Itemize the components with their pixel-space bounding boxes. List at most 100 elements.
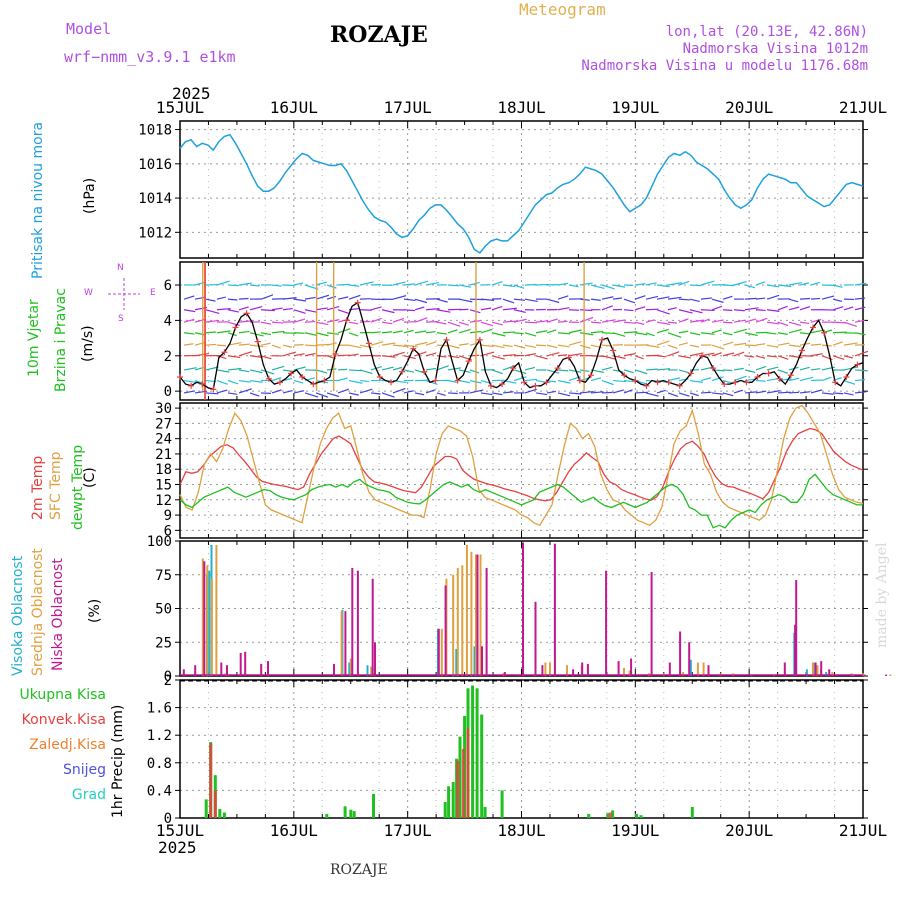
low-cloud-bar [617,661,620,676]
total-precip-bar [325,813,329,818]
wind-arrow [744,369,756,373]
wind-arrow [799,297,811,300]
wind-arrow [216,369,230,373]
low-cloud-bar [226,665,228,676]
wind-arrow [392,317,405,323]
low-cloud-bar [333,663,335,676]
wind-arrow [315,369,328,374]
wind-arrow [337,296,349,300]
low-cloud-bar [356,570,359,676]
wind-arrow [249,305,263,311]
wind-arrow [183,332,195,335]
wind-arrow [315,307,328,311]
mid-cloud-bar [452,574,455,677]
wind-arrow [799,391,810,394]
panel-2-grid [175,403,868,538]
x-tick-label-top: 20JUL [725,98,773,117]
wind-arrow [403,369,415,373]
wind-arrow [854,332,866,336]
wind-arrow [601,379,614,386]
wind-arrow [425,367,437,371]
wind-arrow [700,332,715,335]
wind-arrow [381,366,394,371]
wind-arrow [766,332,777,335]
wind-arrow [315,294,329,300]
wind-arrow [491,280,503,286]
wind-arrow [183,367,197,371]
wind-arrow [414,317,428,323]
x-tick-label-top: 17JUL [384,98,432,117]
wind-arrow [458,284,472,288]
wind-arrow [227,332,237,337]
wind-arrow [854,306,866,311]
wind-arrow [601,305,613,311]
wind-arrow [579,344,591,349]
wind-arrow [722,321,733,324]
mid-cloud-bar [889,674,892,676]
wind-arrow [238,297,249,300]
wind-arrow [205,366,219,371]
wind-arrow [689,379,704,383]
wind-arrow [744,332,758,337]
legend-hail: Grad [71,787,106,803]
wind-arrow [205,331,217,334]
wind-arrow [216,308,231,311]
wind-arrow [810,389,823,394]
wind-arrow [359,379,370,383]
wind-arrow [271,365,285,371]
wind-arrow [711,298,724,303]
wind-arrow [271,284,282,287]
mid-cloud-bar [702,662,705,676]
wind-arrow [227,367,242,371]
wind-arrow [381,342,396,346]
wind-arrow [183,390,196,394]
low-cloud-bar [605,570,608,676]
low-cloud-bar [371,578,374,676]
wind-arrow [480,344,494,347]
wind-arrow [502,320,516,323]
wind-arrow [634,306,646,311]
wind-direction-arrows [183,262,869,400]
wind-arrow [282,297,297,300]
wind-arrow [557,379,571,384]
wind-arrow [414,280,429,286]
wind-arrow [271,307,283,311]
wind-arrow [458,343,469,346]
conv-precip-bar [209,743,213,818]
wind-arrow [678,369,689,374]
conv-precip-bars [209,728,612,818]
wind-arrow [260,309,275,312]
x-tick-label-bottom: 15JUL [156,821,204,840]
legend-snow: Snijeg [62,762,106,778]
wind-arrow [678,318,689,323]
mid-cloud-bar [461,565,464,676]
mid-cloud-bar [831,672,834,676]
low-cloud-bar [374,642,376,677]
wind-arrow [557,392,571,397]
wind-arrow [733,319,746,323]
wind-arrow [755,317,768,323]
wind-arrow [700,280,715,286]
total-precip-bar [349,809,353,818]
wind-arrow [425,281,440,286]
wind-arrow [414,341,428,346]
wind-arrow [656,328,669,334]
panel-0-grid [175,121,868,258]
wind-arrow [843,392,854,396]
wind-arrow [282,389,293,394]
mid-cloud-bar [816,665,819,676]
wind-arrow [799,366,810,371]
panel-3-frame [179,540,864,677]
wind-arrow [568,369,582,373]
mid-cloud-bar [201,558,204,676]
wind-arrow [249,332,264,337]
wind-arrow [711,305,723,311]
wind-arrow [469,309,481,314]
wind-arrow [238,351,252,357]
wind-arrow [645,319,655,323]
wind-arrow [678,330,689,334]
wind-arrow [436,355,447,358]
wind-arrow [733,309,745,312]
mid-cloud-bar [628,670,631,676]
wind-arrow [788,391,800,394]
